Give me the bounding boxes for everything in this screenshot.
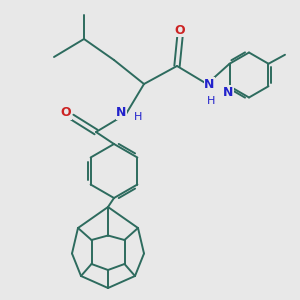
Text: H: H bbox=[134, 112, 142, 122]
Text: N: N bbox=[116, 106, 127, 119]
Text: N: N bbox=[223, 86, 233, 99]
Text: O: O bbox=[61, 106, 71, 119]
Text: O: O bbox=[175, 23, 185, 37]
Text: N: N bbox=[204, 77, 214, 91]
Text: H: H bbox=[207, 95, 216, 106]
